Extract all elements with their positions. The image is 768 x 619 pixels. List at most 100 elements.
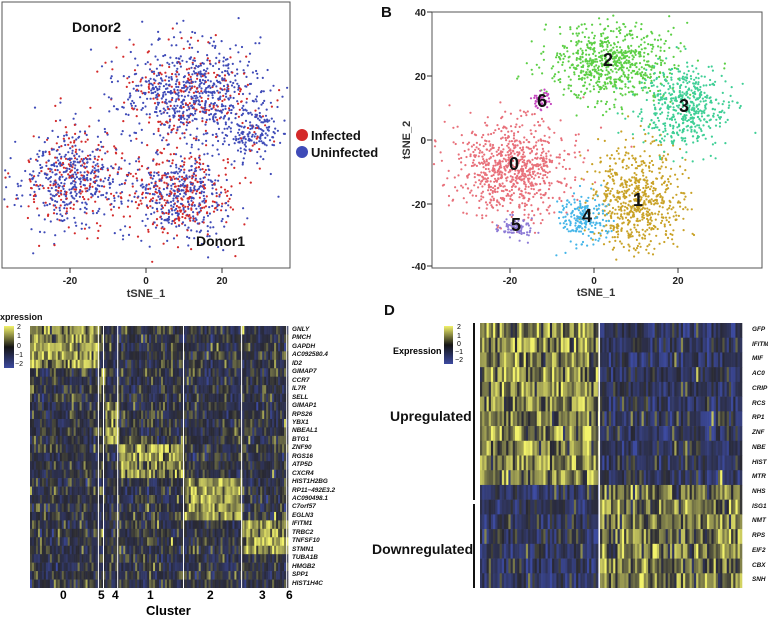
scatter-point xyxy=(184,210,187,213)
scatter-point xyxy=(647,43,650,46)
scatter-point xyxy=(638,164,641,167)
scatter-point xyxy=(624,180,628,183)
scatter-point xyxy=(625,76,629,79)
scatter-point xyxy=(78,148,81,151)
scatter-point xyxy=(217,179,220,182)
scatter-point xyxy=(629,228,632,231)
scatter-point xyxy=(509,164,512,167)
scatter-point xyxy=(640,170,643,173)
scatter-point xyxy=(183,132,186,135)
scatter-point xyxy=(668,216,671,219)
scatter-point xyxy=(597,138,600,141)
scatter-point xyxy=(507,162,510,165)
scatter-point xyxy=(79,185,83,188)
scatter-point xyxy=(516,164,519,167)
scatter-point xyxy=(83,162,86,165)
scatter-point xyxy=(209,80,212,83)
scatter-point xyxy=(631,192,634,195)
scatter-point xyxy=(172,116,175,119)
scatter-point xyxy=(199,70,202,73)
scatter-point xyxy=(473,172,476,175)
scatter-point xyxy=(250,139,253,142)
panel-b-frame xyxy=(431,11,763,269)
scatter-point xyxy=(517,130,520,133)
scatter-point xyxy=(273,140,276,143)
scatter-point xyxy=(704,104,707,107)
scatter-point xyxy=(628,32,631,36)
scatter-point xyxy=(509,197,512,201)
scatter-point xyxy=(605,100,608,103)
scatter-point xyxy=(530,149,534,152)
scatter-point xyxy=(615,35,618,39)
scatter-point xyxy=(261,76,264,79)
scatter-point xyxy=(484,201,488,204)
scatter-point xyxy=(4,169,7,172)
scatter-point xyxy=(659,59,662,62)
scatter-point xyxy=(739,104,742,108)
scatter-point xyxy=(709,99,713,102)
scatter-point xyxy=(581,227,584,230)
scatter-point xyxy=(202,162,205,165)
scatter-point xyxy=(176,110,179,113)
scatter-point xyxy=(67,143,70,146)
scatter-point xyxy=(580,69,583,72)
scatter-point xyxy=(200,100,204,103)
scatter-point xyxy=(140,165,144,168)
scatter-point xyxy=(540,166,543,169)
scatter-point xyxy=(536,172,539,175)
scatter-point xyxy=(675,193,678,196)
scatter-point xyxy=(251,127,254,130)
scatter-point xyxy=(187,244,190,247)
scatter-point xyxy=(607,170,610,173)
scatter-point xyxy=(63,178,66,182)
scatter-point xyxy=(542,160,545,163)
scatter-point xyxy=(509,125,513,128)
scatter-point xyxy=(198,156,201,159)
scatter-point xyxy=(668,46,671,50)
scatter-point xyxy=(547,150,550,153)
scatter-point xyxy=(190,36,193,39)
scatter-point xyxy=(684,116,687,120)
scatter-point xyxy=(242,104,245,107)
scatter-point xyxy=(96,148,99,151)
scatter-point xyxy=(149,97,152,100)
scatter-point xyxy=(684,76,687,79)
scatter-point xyxy=(103,185,106,188)
scatter-point xyxy=(675,104,679,107)
scatter-point xyxy=(660,177,663,180)
scatter-point xyxy=(46,173,49,176)
scatter-point xyxy=(640,23,643,26)
scatter-point xyxy=(504,158,507,161)
scatter-point xyxy=(203,206,206,209)
scatter-point xyxy=(227,97,230,100)
scatter-point xyxy=(534,130,537,133)
scatter-point xyxy=(500,143,503,147)
scatter-point xyxy=(627,86,630,89)
scatter-point xyxy=(216,121,219,124)
scatter-point xyxy=(148,113,151,116)
scatter-point xyxy=(699,92,702,95)
scatter-point xyxy=(216,109,220,112)
scatter-point xyxy=(212,118,215,121)
scatter-point xyxy=(488,201,491,204)
scatter-point xyxy=(174,92,178,95)
scatter-point xyxy=(587,228,590,231)
scatter-point xyxy=(167,172,170,175)
scatter-point xyxy=(69,170,72,174)
scatter-point xyxy=(469,111,472,114)
scatter-point xyxy=(605,66,608,69)
scatter-point xyxy=(187,201,190,204)
scatter-point xyxy=(168,83,171,86)
scatter-point xyxy=(170,204,173,207)
scatter-point xyxy=(561,61,565,64)
scatter-point xyxy=(533,193,536,196)
scatter-point xyxy=(637,115,640,118)
scatter-point xyxy=(237,17,240,20)
scatter-point xyxy=(230,108,233,112)
scatter-point xyxy=(589,57,592,60)
scatter-point xyxy=(181,112,184,115)
scatter-point xyxy=(199,180,202,183)
scatter-point xyxy=(545,152,548,155)
scatter-point xyxy=(58,146,61,149)
scatter-point xyxy=(256,162,259,165)
